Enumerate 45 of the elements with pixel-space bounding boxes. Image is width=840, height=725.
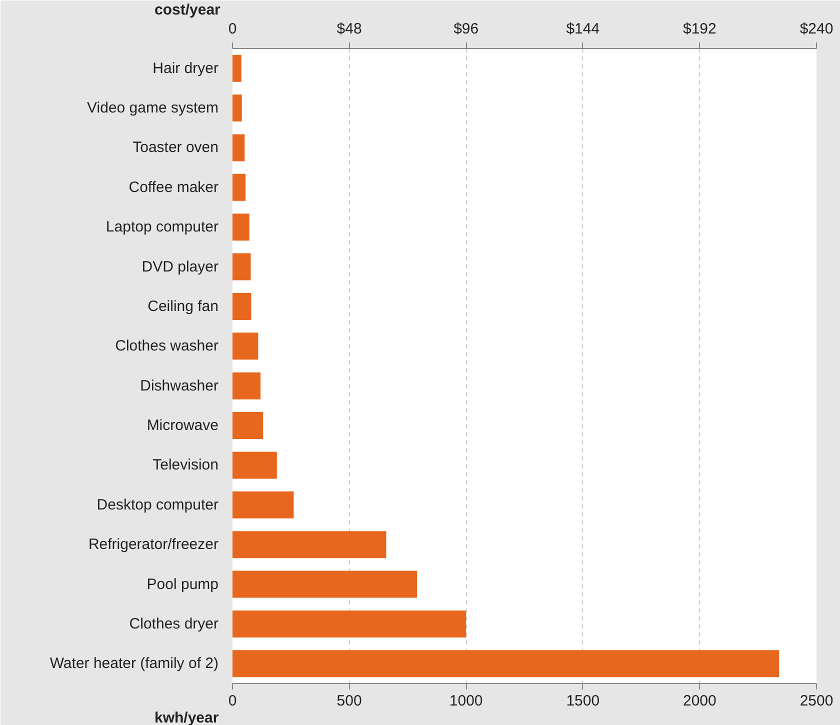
bar bbox=[232, 412, 264, 440]
x2-tick-label: $240 bbox=[800, 20, 834, 38]
x-tick-label: 0 bbox=[228, 692, 237, 710]
y-tick-label: Clothes washer bbox=[115, 338, 219, 355]
bar bbox=[232, 292, 252, 320]
x-tick-label: 1500 bbox=[566, 692, 600, 710]
y-tick-label: Hair dryer bbox=[152, 60, 219, 77]
x-tick-label: 2500 bbox=[800, 692, 834, 710]
bar bbox=[232, 214, 250, 241]
y-tick-label: Ceiling fan bbox=[148, 298, 219, 315]
x-tick-label: 1000 bbox=[449, 692, 483, 710]
y-tick-label: Refrigerator/freezer bbox=[88, 536, 219, 554]
bar bbox=[232, 452, 277, 479]
bar bbox=[232, 174, 246, 201]
bar bbox=[232, 650, 780, 678]
x2-tick-label: $192 bbox=[683, 20, 716, 38]
bar bbox=[232, 610, 466, 638]
x2-tick-label: 0 bbox=[228, 20, 237, 38]
x2-tick-label: $144 bbox=[566, 20, 600, 38]
y-tick-label: Coffee maker bbox=[128, 178, 219, 196]
y-tick-label: Pool pump bbox=[146, 576, 219, 593]
y-tick-label: Desktop computer bbox=[96, 496, 219, 514]
bar bbox=[232, 372, 261, 400]
y-tick-label: DVD player bbox=[142, 258, 219, 276]
y-tick-label: Clothes dryer bbox=[129, 615, 219, 632]
y-tick-label: Microwave bbox=[146, 417, 219, 434]
bar bbox=[232, 134, 245, 162]
bar bbox=[232, 94, 242, 122]
y-tick-label: Television bbox=[152, 456, 219, 474]
bar bbox=[232, 332, 258, 360]
y-tick-label: Laptop computer bbox=[106, 218, 219, 236]
x-tick-label: 2000 bbox=[683, 692, 716, 710]
x2-axis-title: cost/year bbox=[154, 2, 221, 18]
bar bbox=[232, 570, 418, 598]
x2-tick-label: $96 bbox=[454, 20, 479, 38]
x-tick-label: 500 bbox=[336, 692, 362, 710]
y-tick-label: Toaster oven bbox=[132, 139, 219, 156]
bar bbox=[232, 491, 294, 518]
y-tick-label: Video game system bbox=[87, 100, 219, 117]
y-tick-label: Dishwasher bbox=[140, 377, 219, 394]
y-tick-label: Water heater (family of 2) bbox=[50, 655, 219, 672]
bar bbox=[232, 54, 242, 82]
bar bbox=[232, 531, 386, 558]
bar bbox=[232, 253, 251, 280]
x2-tick-label: $48 bbox=[336, 20, 362, 38]
